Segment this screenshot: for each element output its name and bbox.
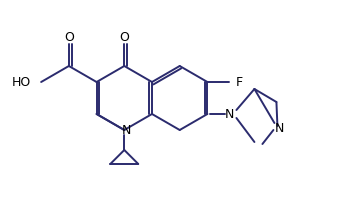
Text: HO: HO — [12, 76, 31, 89]
Text: N: N — [122, 124, 131, 137]
Text: N: N — [225, 108, 234, 121]
Text: N: N — [275, 122, 284, 135]
Text: O: O — [119, 30, 129, 43]
Text: O: O — [64, 30, 74, 43]
Text: F: F — [236, 76, 243, 89]
